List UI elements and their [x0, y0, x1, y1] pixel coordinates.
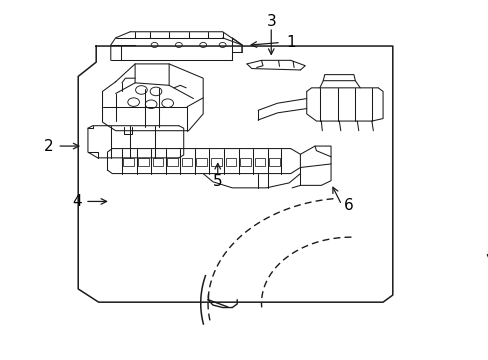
Text: 2: 2 — [44, 139, 54, 154]
Bar — [152, 158, 163, 166]
Text: 4: 4 — [72, 194, 81, 209]
Bar — [167, 158, 178, 166]
Text: 1: 1 — [285, 35, 295, 50]
Bar — [240, 158, 250, 166]
Bar — [225, 158, 236, 166]
Text: 6: 6 — [344, 198, 353, 212]
Text: 5: 5 — [212, 174, 222, 189]
Bar — [196, 158, 206, 166]
Text: 3: 3 — [266, 14, 276, 28]
Bar — [254, 158, 265, 166]
Bar — [138, 158, 148, 166]
Bar — [210, 158, 221, 166]
Bar — [123, 158, 134, 166]
Bar — [182, 158, 192, 166]
Bar — [268, 158, 279, 166]
